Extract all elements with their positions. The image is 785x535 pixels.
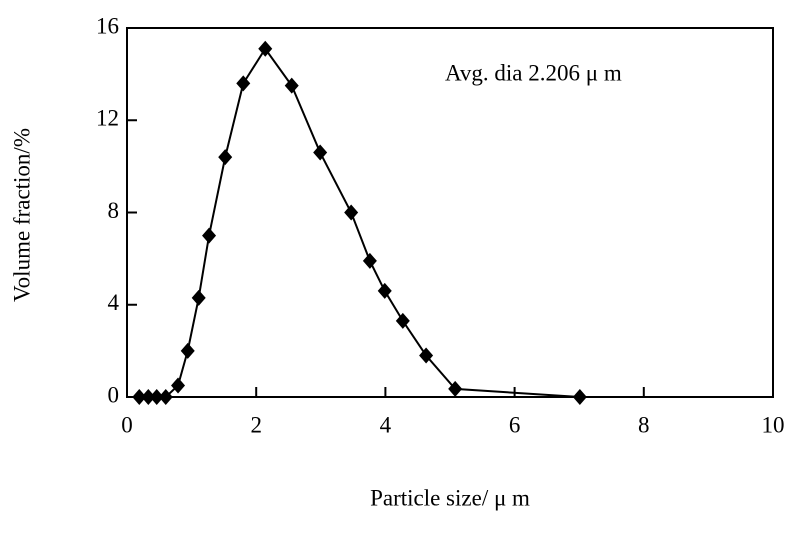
data-point bbox=[218, 149, 233, 166]
data-point bbox=[419, 347, 434, 364]
data-line bbox=[139, 46, 580, 398]
x-tick-label: 2 bbox=[250, 412, 262, 437]
y-tick-label: 0 bbox=[108, 382, 120, 407]
data-point bbox=[362, 252, 377, 269]
data-point bbox=[132, 389, 147, 405]
y-tick-label: 12 bbox=[96, 106, 119, 131]
data-point bbox=[202, 227, 217, 244]
data-point bbox=[171, 377, 186, 394]
data-point bbox=[236, 75, 251, 92]
annotation: Avg. dia 2.206 μ m bbox=[445, 60, 622, 85]
y-tick-label: 8 bbox=[108, 198, 120, 223]
y-tick-label: 16 bbox=[96, 13, 119, 38]
data-point bbox=[258, 40, 273, 57]
data-point bbox=[448, 380, 463, 397]
data-point bbox=[377, 282, 392, 299]
x-tick-label: 10 bbox=[762, 412, 785, 437]
data-point bbox=[395, 312, 410, 329]
data-point bbox=[141, 389, 156, 405]
y-axis-label: Volume fraction/% bbox=[9, 128, 34, 302]
x-tick-label: 0 bbox=[121, 412, 133, 437]
data-point bbox=[313, 144, 328, 161]
data-point bbox=[572, 389, 587, 405]
x-axis-label: Particle size/ μ m bbox=[370, 485, 530, 510]
x-tick-label: 6 bbox=[509, 412, 521, 437]
data-point bbox=[284, 77, 299, 94]
y-tick-label: 4 bbox=[108, 290, 120, 315]
data-point bbox=[191, 289, 206, 306]
data-point bbox=[180, 342, 195, 359]
x-tick-label: 4 bbox=[380, 412, 392, 437]
data-point bbox=[344, 204, 359, 221]
x-tick-label: 8 bbox=[638, 412, 650, 437]
data-point bbox=[158, 389, 173, 405]
data-point bbox=[149, 389, 164, 405]
